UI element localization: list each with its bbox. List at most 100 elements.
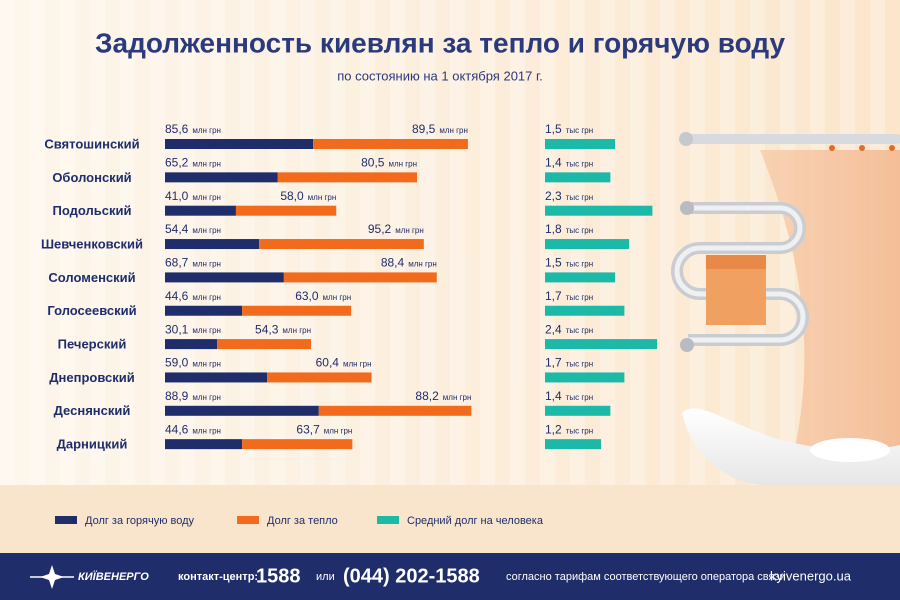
unit-label: млн грн [439, 126, 468, 135]
category-label: Подольский [53, 203, 132, 218]
unit-label: тыс грн [566, 360, 593, 369]
unit-label: млн грн [192, 293, 221, 302]
unit-label: млн грн [282, 326, 311, 335]
bar-segment [165, 339, 218, 350]
bar [545, 172, 611, 183]
unit-label: тыс грн [566, 226, 593, 235]
bar-segment [165, 172, 278, 183]
footer-brand: КИЇВЕНЕРГО [78, 570, 149, 583]
category-label: Днепровский [49, 370, 134, 385]
value-label: 44,6 [165, 289, 189, 303]
bar-segment [259, 239, 424, 250]
bar-segment [217, 339, 312, 350]
bar-segment [277, 172, 418, 183]
value-label: 85,6 [165, 122, 189, 136]
unit-label: млн грн [308, 193, 337, 202]
unit-label: тыс грн [566, 426, 593, 435]
footer-or: или [316, 571, 335, 583]
value-label: 63,7 [296, 422, 320, 436]
value-label: 95,2 [368, 222, 392, 236]
value-label: 1,5 [545, 122, 562, 136]
legend-swatch [377, 516, 399, 524]
value-label: 89,5 [412, 122, 436, 136]
category-label: Голосеевский [47, 303, 136, 318]
category-label: Святошинский [44, 136, 139, 151]
value-label: 58,0 [280, 189, 304, 203]
footer-site[interactable]: kyivenergo.ua [770, 568, 852, 583]
unit-label: млн грн [192, 260, 221, 269]
category-label: Соломенский [48, 270, 135, 285]
chart-title: Задолженность киевлян за тепло и горячую… [95, 27, 786, 58]
bar-segment [165, 439, 243, 450]
bar-segment [242, 305, 352, 316]
logo-star [30, 565, 74, 589]
bar [545, 372, 625, 383]
unit-label: млн грн [408, 260, 437, 269]
bar-segment [165, 239, 260, 250]
footer-contact-label: контакт-центр: [178, 571, 258, 583]
category-label: Оболонский [52, 170, 131, 185]
value-label: 44,6 [165, 422, 189, 436]
value-label: 88,2 [415, 389, 439, 403]
value-label: 41,0 [165, 189, 189, 203]
unit-label: млн грн [324, 426, 353, 435]
value-label: 2,4 [545, 322, 562, 336]
unit-label: млн грн [192, 226, 221, 235]
value-label: 59,0 [165, 356, 189, 370]
value-label: 1,4 [545, 389, 562, 403]
category-label: Деснянский [54, 403, 131, 418]
floor-band [0, 485, 900, 553]
unit-label: тыс грн [566, 126, 593, 135]
unit-label: млн грн [192, 360, 221, 369]
bar [545, 339, 658, 350]
value-label: 30,1 [165, 322, 189, 336]
unit-label: млн грн [192, 126, 221, 135]
bar [545, 205, 653, 216]
bar-segment [165, 305, 243, 316]
bar [545, 439, 602, 450]
unit-label: тыс грн [566, 293, 593, 302]
unit-label: млн грн [192, 393, 221, 402]
unit-label: млн грн [192, 159, 221, 168]
bar [545, 139, 616, 149]
bar-segment [283, 272, 437, 283]
bar-segment [267, 372, 372, 383]
unit-label: млн грн [192, 426, 221, 435]
value-label: 54,4 [165, 222, 189, 236]
unit-label: тыс грн [566, 193, 593, 202]
bar-segment [165, 405, 319, 416]
footer-note: согласно тарифам соответствующего операт… [506, 571, 786, 583]
bar-segment [313, 139, 468, 149]
category-label: Дарницкий [57, 437, 128, 452]
bar [545, 405, 611, 416]
bar [545, 305, 625, 316]
value-label: 65,2 [165, 156, 189, 170]
unit-label: тыс грн [566, 260, 593, 269]
unit-label: млн грн [443, 393, 472, 402]
bar-segment [165, 372, 268, 383]
legend-swatch [55, 516, 77, 524]
bar-segment [242, 439, 353, 450]
chart-subtitle: по состоянию на 1 октября 2017 г. [337, 68, 543, 83]
category-label: Печерский [58, 337, 127, 352]
bar-segment [165, 205, 236, 216]
legend-label: Долг за тепло [267, 515, 338, 527]
value-label: 1,7 [545, 356, 562, 370]
legend-label: Долг за горячую воду [85, 515, 195, 527]
value-label: 54,3 [255, 322, 279, 336]
bar-segment [165, 139, 314, 149]
unit-label: млн грн [192, 193, 221, 202]
bar-segment [165, 272, 284, 283]
value-label: 80,5 [361, 156, 385, 170]
footer-short-number: 1588 [256, 565, 301, 587]
unit-label: тыс грн [566, 159, 593, 168]
legend-swatch [237, 516, 259, 524]
unit-label: млн грн [388, 159, 417, 168]
value-label: 1,8 [545, 222, 562, 236]
bar [545, 239, 630, 250]
unit-label: тыс грн [566, 326, 593, 335]
bathroom-illustration [671, 132, 900, 485]
unit-label: млн грн [192, 326, 221, 335]
value-label: 1,2 [545, 422, 562, 436]
value-label: 1,5 [545, 256, 562, 270]
